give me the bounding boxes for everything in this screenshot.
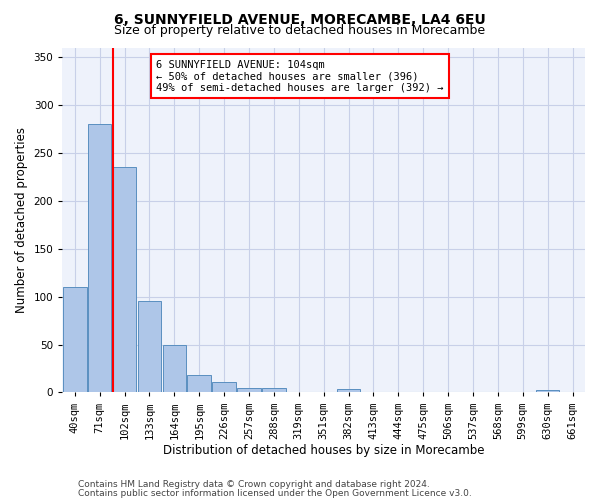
Bar — [187, 375, 211, 392]
Bar — [163, 344, 186, 393]
Bar — [113, 168, 136, 392]
Bar — [337, 388, 361, 392]
Bar — [237, 388, 261, 392]
Bar — [212, 382, 236, 392]
Bar — [262, 388, 286, 392]
Y-axis label: Number of detached properties: Number of detached properties — [15, 127, 28, 313]
Text: 6 SUNNYFIELD AVENUE: 104sqm
← 50% of detached houses are smaller (396)
49% of se: 6 SUNNYFIELD AVENUE: 104sqm ← 50% of det… — [157, 60, 444, 93]
Bar — [137, 302, 161, 392]
Bar — [63, 287, 86, 393]
Text: 6, SUNNYFIELD AVENUE, MORECAMBE, LA4 6EU: 6, SUNNYFIELD AVENUE, MORECAMBE, LA4 6EU — [114, 12, 486, 26]
Bar — [536, 390, 559, 392]
Text: Contains public sector information licensed under the Open Government Licence v3: Contains public sector information licen… — [78, 488, 472, 498]
X-axis label: Distribution of detached houses by size in Morecambe: Distribution of detached houses by size … — [163, 444, 484, 458]
Text: Size of property relative to detached houses in Morecambe: Size of property relative to detached ho… — [115, 24, 485, 37]
Bar — [88, 124, 112, 392]
Text: Contains HM Land Registry data © Crown copyright and database right 2024.: Contains HM Land Registry data © Crown c… — [78, 480, 430, 489]
